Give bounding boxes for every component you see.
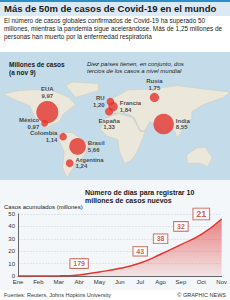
svg-text:May: May	[94, 279, 105, 285]
svg-text:Brasil: Brasil	[88, 140, 105, 146]
svg-text:Mar: Mar	[54, 279, 64, 285]
html-text:Más de 50m de casos de Covid-1: Más de 50m de casos de Covid-19 en el mu…	[4, 3, 217, 14]
svg-text:5,66: 5,66	[88, 147, 100, 153]
svg-text:RU: RU	[96, 95, 105, 101]
svg-text:50: 50	[8, 211, 15, 217]
svg-text:1,84: 1,84	[120, 107, 132, 113]
svg-text:8,55: 8,55	[176, 124, 188, 130]
svg-text:tercios de los casos a nivel m: tercios de los casos a nivel mundial	[87, 68, 182, 74]
svg-text:Colombia: Colombia	[30, 130, 58, 136]
svg-text:10: 10	[8, 261, 15, 267]
svg-text:1,14: 1,14	[46, 137, 58, 143]
svg-text:Francia: Francia	[120, 100, 142, 106]
svg-text:179: 179	[73, 260, 85, 267]
html-text:© GRAPHIC NEWS: © GRAPHIC NEWS	[177, 292, 226, 298]
svg-text:Diez países tienen, en conjunt: Diez países tienen, en conjunto, dos	[87, 61, 185, 67]
svg-text:India: India	[176, 118, 191, 124]
svg-text:20: 20	[8, 248, 15, 254]
svg-text:32: 32	[177, 223, 185, 230]
svg-text:Jun: Jun	[115, 279, 125, 285]
svg-text:España: España	[98, 118, 120, 124]
svg-text:0,97: 0,97	[28, 124, 40, 130]
svg-text:43: 43	[136, 248, 144, 255]
svg-text:Oct: Oct	[197, 279, 207, 285]
svg-text:Número de días para registrar: Número de días para registrar 10	[85, 189, 196, 197]
svg-text:9,97: 9,97	[41, 93, 53, 99]
svg-text:Ene: Ene	[13, 279, 24, 285]
svg-text:Feb: Feb	[33, 279, 44, 285]
svg-text:Ago: Ago	[155, 279, 166, 285]
svg-text:Rusia: Rusia	[146, 78, 163, 84]
svg-text:1,20: 1,20	[93, 102, 105, 108]
svg-text:Casos acumulados (millones): Casos acumulados (millones)	[4, 204, 83, 210]
svg-text:21: 21	[196, 209, 206, 219]
svg-text:0: 0	[11, 273, 15, 279]
svg-text:Abr: Abr	[74, 279, 83, 285]
svg-text:38: 38	[157, 235, 165, 242]
svg-text:(a nov 9): (a nov 9)	[9, 69, 36, 77]
svg-text:40: 40	[8, 223, 15, 229]
svg-text:México: México	[19, 117, 40, 123]
svg-text:Nov: Nov	[216, 279, 227, 285]
svg-text:30: 30	[8, 236, 15, 242]
svg-text:Sep: Sep	[176, 279, 187, 285]
svg-text:Argentina: Argentina	[76, 157, 105, 163]
svg-text:1,33: 1,33	[103, 124, 115, 130]
html-text:El número de casos globales co: El número de casos globales confirmados …	[4, 17, 223, 40]
html-text:Fuentes: Reuters, Johns Hopkin: Fuentes: Reuters, Johns Hopkins Universi…	[4, 292, 111, 298]
svg-text:EUA: EUA	[41, 86, 54, 92]
svg-text:millones de casos nuevos: millones de casos nuevos	[85, 197, 172, 204]
svg-text:Millones de casos: Millones de casos	[9, 61, 66, 68]
svg-text:Jul: Jul	[136, 279, 144, 285]
svg-text:1,24: 1,24	[76, 163, 88, 169]
svg-text:1,75: 1,75	[149, 85, 161, 91]
